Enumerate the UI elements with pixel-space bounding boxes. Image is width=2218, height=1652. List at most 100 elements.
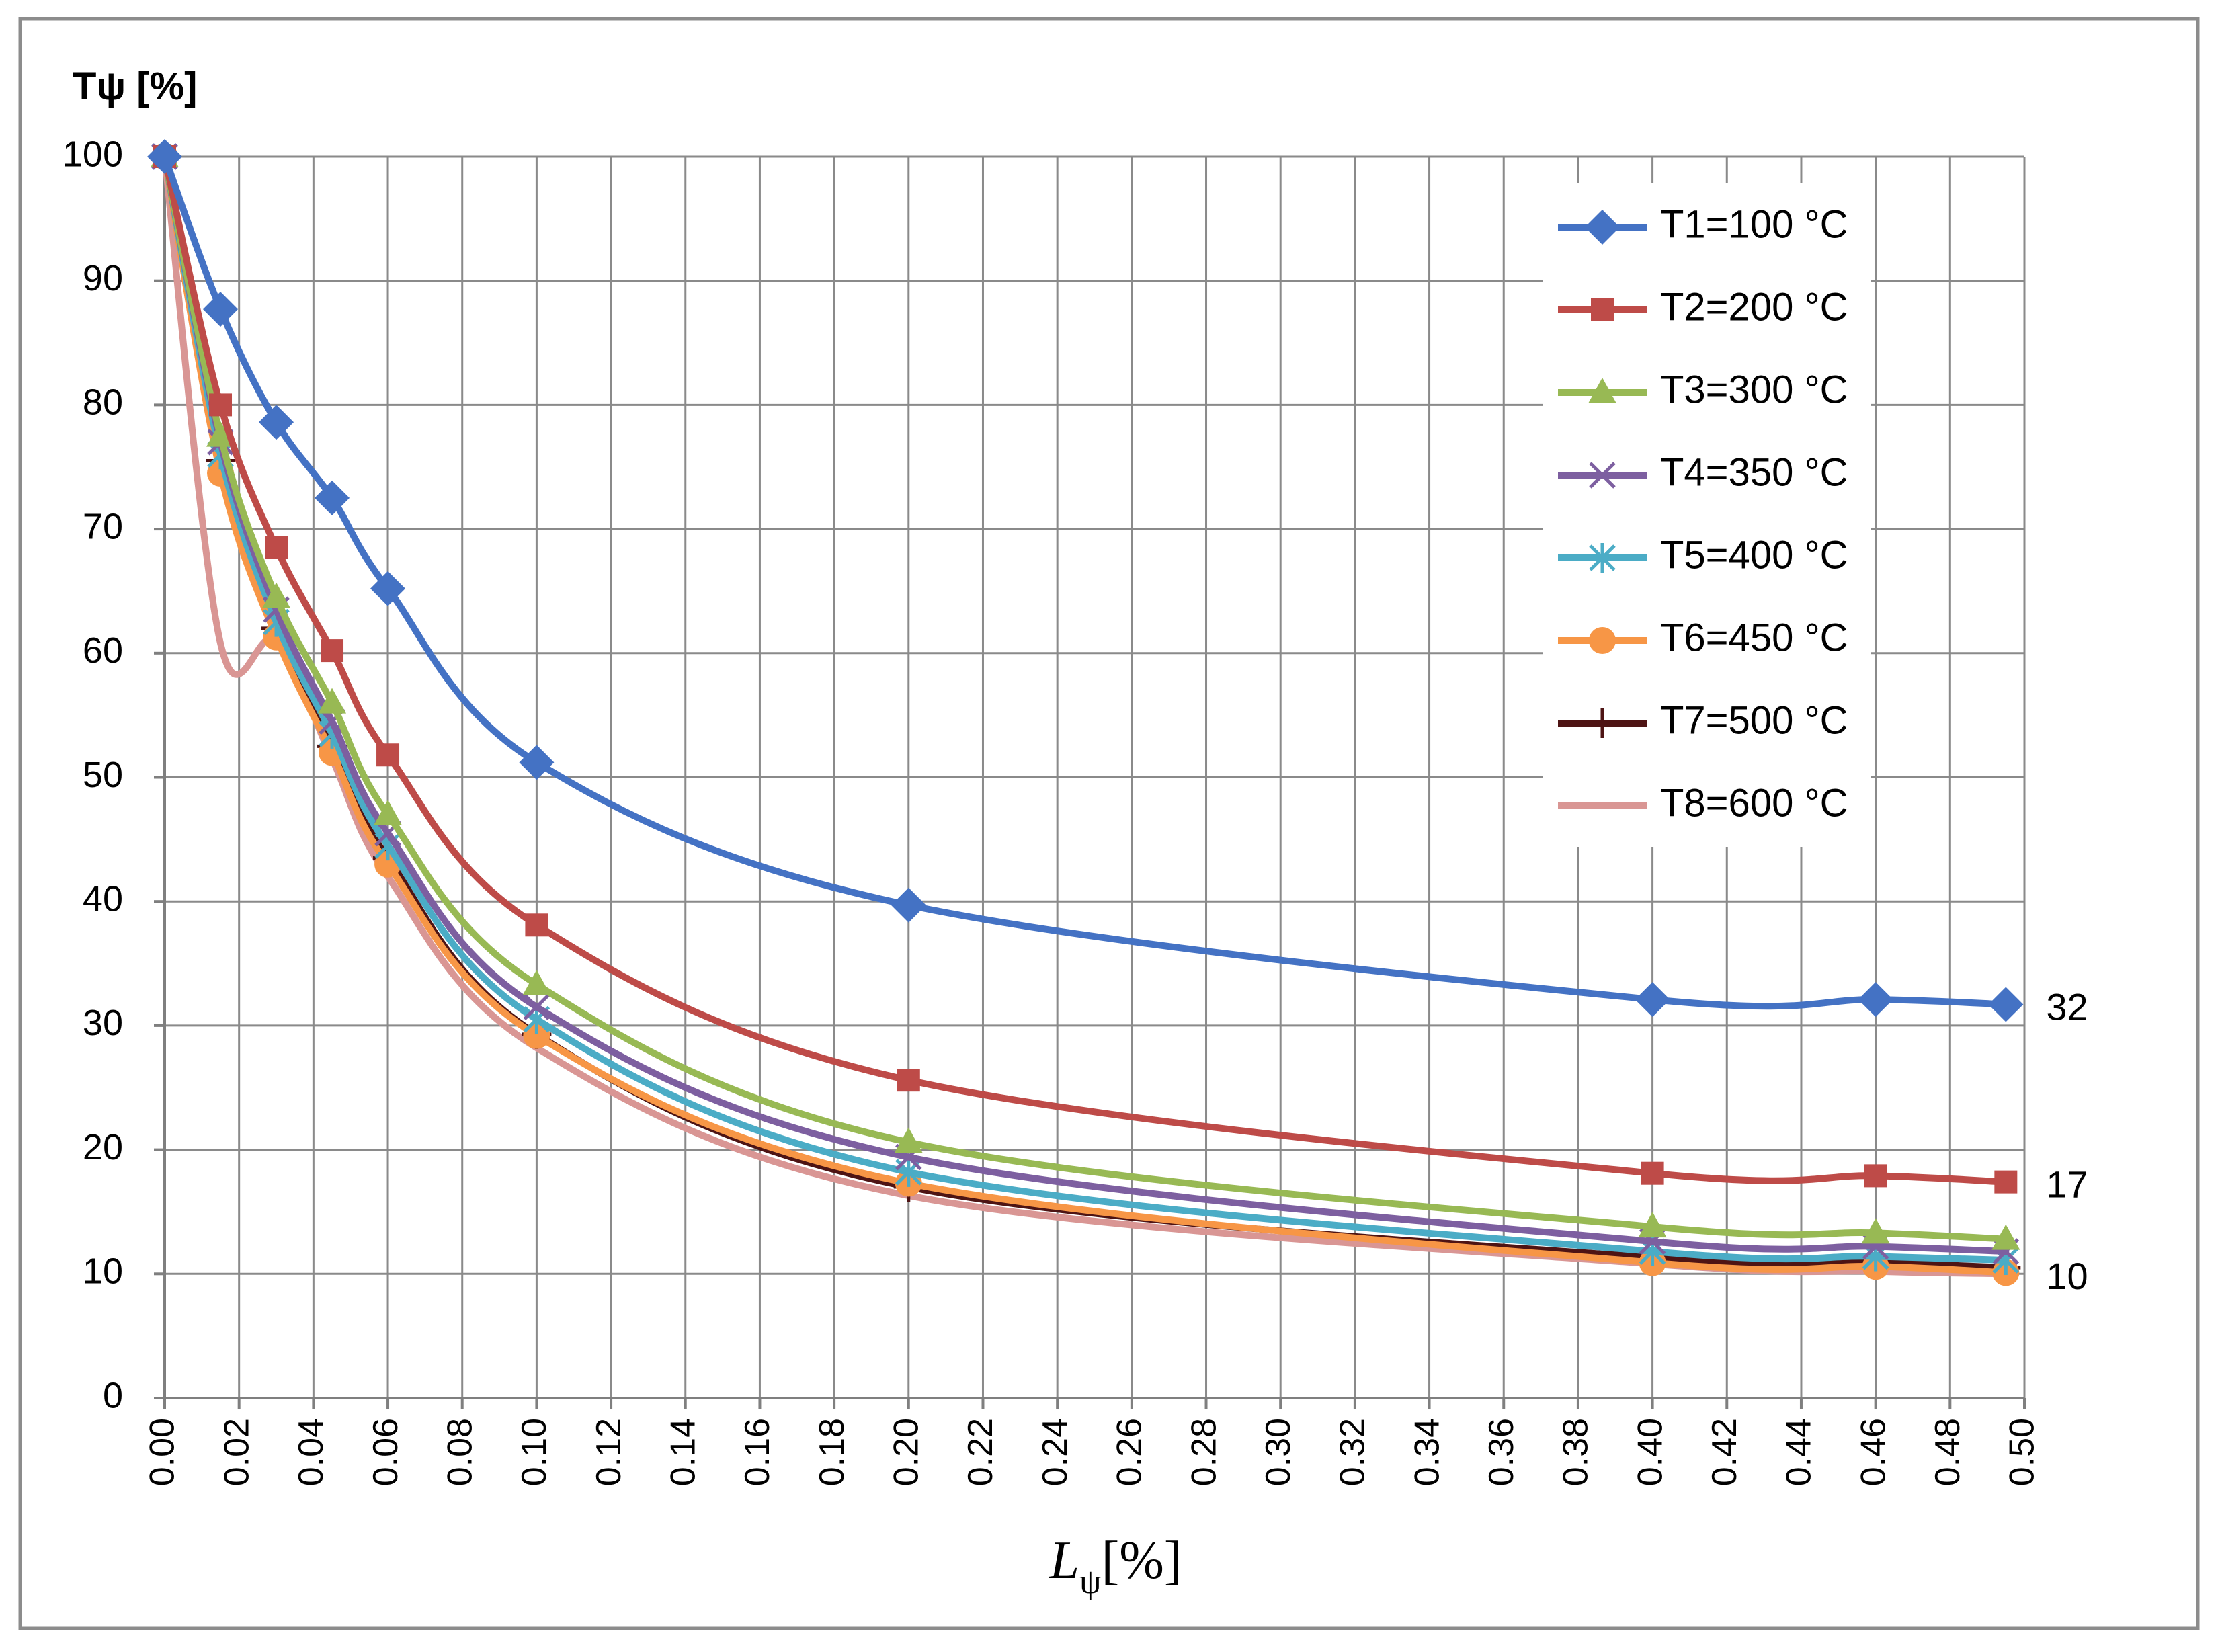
legend-item-7: T7=500 °C bbox=[1558, 698, 1848, 742]
x-tick-label: 0.46 bbox=[1854, 1418, 1893, 1486]
series-line bbox=[161, 153, 2010, 1010]
data-point bbox=[897, 1069, 920, 1092]
marker-shape bbox=[1988, 987, 2024, 1022]
legend-marker bbox=[1588, 378, 1616, 403]
marker-shape bbox=[522, 969, 551, 995]
series-layer bbox=[147, 139, 2024, 1286]
data-point bbox=[265, 536, 288, 559]
marker-shape bbox=[1588, 378, 1616, 403]
x-tick-label: 0.48 bbox=[1928, 1418, 1967, 1486]
y-tick-label: 60 bbox=[83, 630, 123, 671]
data-point bbox=[525, 913, 548, 937]
marker-shape bbox=[525, 913, 548, 937]
x-tick-label: 0.26 bbox=[1110, 1418, 1149, 1486]
marker-shape bbox=[376, 743, 400, 767]
data-point bbox=[1994, 1170, 2018, 1194]
data-point bbox=[376, 743, 400, 767]
data-point bbox=[147, 139, 182, 174]
legend-label: T5=400 °C bbox=[1660, 533, 1848, 577]
data-point bbox=[1635, 982, 1670, 1018]
y-tick-label: 100 bbox=[63, 134, 123, 174]
marker-shape bbox=[315, 480, 350, 515]
data-point bbox=[523, 993, 550, 1020]
x-tick-label: 0.22 bbox=[961, 1418, 1000, 1486]
marker-shape bbox=[262, 582, 291, 608]
x-tick-label: 0.18 bbox=[813, 1418, 852, 1486]
annotations: 32 17 10 bbox=[2046, 985, 2088, 1297]
data-point bbox=[523, 1022, 550, 1049]
data-point bbox=[1991, 1224, 2020, 1250]
y-tick-label: 40 bbox=[83, 878, 123, 919]
marker-shape bbox=[374, 799, 403, 825]
x-tick-label: 0.42 bbox=[1705, 1418, 1744, 1486]
x-tick-label: 0.34 bbox=[1407, 1418, 1446, 1486]
marker-shape bbox=[1585, 210, 1620, 245]
x-axis-label-sub: ψ bbox=[1079, 1563, 1102, 1601]
x-tick-label: 0.14 bbox=[663, 1418, 702, 1486]
data-point bbox=[203, 292, 239, 327]
series-line bbox=[161, 153, 2010, 1264]
data-point bbox=[209, 393, 233, 417]
legend-item-3: T3=300 °C bbox=[1558, 368, 1848, 411]
y-axis-label: Tψ [%] bbox=[73, 65, 197, 108]
data-point bbox=[321, 639, 344, 663]
series-line bbox=[161, 153, 2010, 1186]
data-point bbox=[262, 582, 291, 608]
series-3 bbox=[151, 142, 2020, 1250]
legend-label: T3=300 °C bbox=[1660, 368, 1848, 411]
legend-box bbox=[1543, 183, 1871, 847]
marker-shape bbox=[1864, 1164, 1887, 1188]
x-tick-label: 0.38 bbox=[1557, 1418, 1596, 1486]
data-point bbox=[259, 405, 294, 440]
data-point bbox=[1864, 1164, 1887, 1188]
x-axis-label-unit: [%] bbox=[1102, 1531, 1182, 1590]
data-point bbox=[206, 421, 235, 447]
data-point bbox=[1988, 987, 2024, 1022]
legend: T1=100 °C T2=200 °C T3=300 °C T4=350 °C T5=4… bbox=[1543, 183, 1871, 847]
end-value-label: 17 bbox=[2046, 1163, 2088, 1205]
x-tick-label: 0.36 bbox=[1482, 1418, 1521, 1486]
y-tick-label: 70 bbox=[83, 506, 123, 546]
legend-item-4: T4=350 °C bbox=[1558, 450, 1848, 494]
x-tick-label: 0.40 bbox=[1631, 1418, 1670, 1486]
y-tick-label: 90 bbox=[83, 258, 123, 298]
marker-shape bbox=[370, 571, 406, 606]
marker-shape bbox=[1589, 543, 1616, 573]
marker-shape bbox=[1858, 982, 1893, 1018]
legend-label: T7=500 °C bbox=[1660, 698, 1848, 742]
marker-shape bbox=[1638, 1212, 1667, 1238]
legend-item-2: T2=200 °C bbox=[1558, 285, 1848, 329]
y-tick-label: 10 bbox=[83, 1251, 123, 1292]
x-tick-label: 0.16 bbox=[738, 1418, 777, 1486]
data-point bbox=[374, 799, 403, 825]
marker-shape bbox=[209, 393, 233, 417]
x-tick-label: 0.32 bbox=[1333, 1418, 1372, 1486]
y-tick-label: 50 bbox=[83, 755, 123, 795]
legend-marker bbox=[1589, 543, 1616, 573]
series-1 bbox=[147, 139, 2024, 1022]
x-tick-label: 0.00 bbox=[143, 1418, 182, 1486]
marker-shape bbox=[1994, 1170, 2018, 1194]
axes: 0.00 0.02 0.04 0.06 0.08 0.10 0.12 0.14 0.16 0.18… bbox=[63, 134, 2042, 1486]
series-line bbox=[161, 153, 2010, 1243]
marker-shape bbox=[523, 993, 550, 1020]
x-tick-label: 0.04 bbox=[292, 1418, 331, 1486]
data-point bbox=[1861, 1218, 1890, 1244]
legend-item-1: T1=100 °C bbox=[1558, 202, 1848, 246]
legend-item-5: T5=400 °C bbox=[1558, 533, 1848, 577]
y-tick-label: 20 bbox=[83, 1127, 123, 1167]
x-tick-label: 0.10 bbox=[515, 1418, 554, 1486]
marker-shape bbox=[203, 292, 239, 327]
legend-marker bbox=[1585, 210, 1620, 245]
legend-marker bbox=[1589, 627, 1616, 654]
end-value-label: 10 bbox=[2046, 1255, 2088, 1297]
y-tick-label: 80 bbox=[83, 382, 123, 423]
data-point bbox=[1638, 1212, 1667, 1238]
x-tick-label: 0.06 bbox=[366, 1418, 405, 1486]
legend-item-8: T8=600 °C bbox=[1558, 781, 1848, 825]
data-point bbox=[315, 480, 350, 515]
marker-shape bbox=[1589, 462, 1616, 489]
marker-shape bbox=[1588, 708, 1617, 738]
data-point bbox=[1641, 1161, 1664, 1185]
